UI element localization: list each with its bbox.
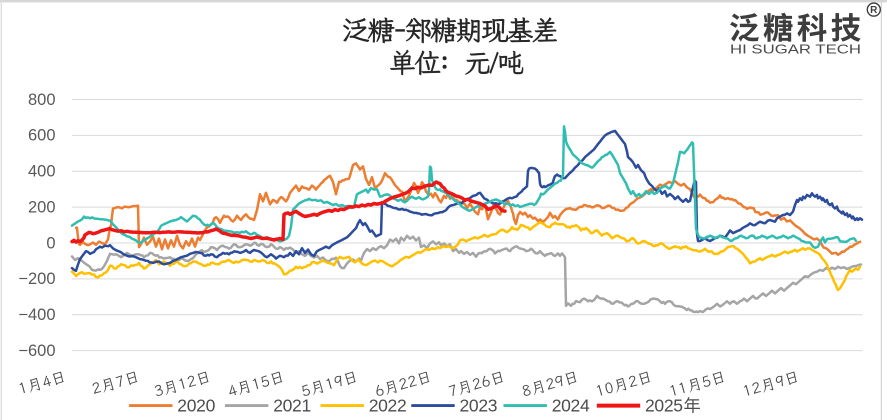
- svg-text:2024: 2024: [552, 396, 590, 416]
- svg-text:2023: 2023: [460, 396, 498, 416]
- svg-text:200: 200: [28, 198, 56, 216]
- svg-text:2021: 2021: [273, 396, 311, 416]
- svg-text:R: R: [870, 5, 878, 16]
- svg-text:2025: 2025: [645, 396, 683, 416]
- svg-text:HI SUGAR TECH: HI SUGAR TECH: [730, 43, 861, 57]
- svg-text:2022: 2022: [369, 396, 407, 416]
- svg-text:400: 400: [28, 163, 56, 181]
- svg-text:−200: −200: [18, 270, 55, 288]
- svg-text:−600: −600: [18, 342, 55, 360]
- svg-text:600: 600: [28, 127, 56, 145]
- svg-text:−400: −400: [18, 306, 55, 324]
- svg-text:0: 0: [46, 234, 55, 252]
- svg-text:800: 800: [28, 91, 56, 109]
- svg-text:2020: 2020: [177, 396, 215, 416]
